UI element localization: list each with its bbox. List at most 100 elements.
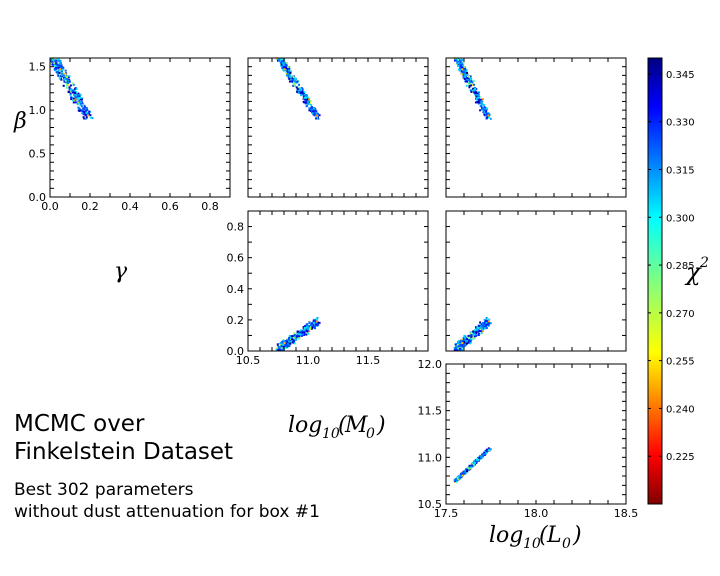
scatter-point [78, 100, 81, 103]
scatter-point [483, 110, 486, 113]
colorbar-tick-label: 0.270 [666, 309, 695, 320]
scatter-point [58, 71, 61, 74]
scatter-point [76, 98, 79, 101]
frame-gamma-vs-logL0 [445, 210, 627, 352]
scatter-point [79, 109, 82, 112]
svg-text:2: 2 [699, 255, 709, 271]
scatter-point [467, 77, 470, 80]
scatter-point [314, 117, 317, 120]
scatter-point [278, 343, 281, 346]
scatter-point [282, 68, 285, 71]
scatter-point [79, 97, 82, 100]
scatter-point [287, 72, 290, 75]
scatter-point [487, 114, 490, 117]
scatter-point [296, 89, 299, 92]
scatter-point [67, 76, 70, 79]
scatter-point [300, 330, 303, 333]
scatter-point [300, 94, 303, 97]
scatter-point [60, 74, 63, 77]
scatter-point [280, 63, 283, 66]
scatter-point [87, 112, 90, 115]
scatter-point [305, 327, 308, 330]
scatter-point [286, 74, 289, 77]
scatter-point [56, 59, 59, 62]
scatter-point [464, 72, 467, 75]
scatter-point [311, 111, 314, 114]
scatter-point [475, 98, 478, 101]
x-tick-label: 0.4 [121, 200, 139, 213]
scatter-point [50, 58, 52, 61]
scatter-point [293, 333, 296, 336]
scatter-point [55, 71, 58, 74]
xlabel-logM0: log 10 ( M 0 ) [288, 413, 386, 442]
scatter-point [64, 69, 67, 72]
scatter-point [475, 91, 478, 94]
scatter-point [459, 344, 462, 347]
scatter-point [285, 345, 288, 348]
scatter-point [304, 325, 307, 328]
scatter-point [469, 79, 472, 82]
scatter-point [303, 101, 306, 104]
scatter-point [312, 322, 315, 325]
scatter-point [84, 107, 87, 110]
scatter-point [283, 342, 286, 345]
scatter-point [463, 343, 466, 346]
scatter-point [77, 92, 80, 95]
scatter-point [61, 72, 64, 75]
scatter-point [83, 111, 86, 114]
scatter-point [287, 340, 290, 343]
scatter-point [464, 342, 467, 345]
scatter-point [476, 100, 479, 103]
scatter-point [85, 116, 88, 119]
scatter-point [291, 341, 294, 344]
scatter-point [65, 81, 68, 84]
frame-beta-vs-logL0 [445, 57, 627, 198]
scatter-point [283, 65, 286, 68]
panel-beta-vs-logM0 [247, 57, 429, 198]
scatter-point [466, 468, 469, 471]
svg-text:log: log [288, 413, 322, 438]
scatter-point [68, 80, 71, 83]
scatter-point [461, 474, 464, 477]
scatter-point [464, 80, 467, 83]
scatter-point [300, 91, 303, 94]
scatter-point [300, 89, 303, 92]
scatter-point [303, 333, 306, 336]
scatter-point [465, 77, 468, 80]
scatter-point [79, 93, 82, 96]
scatter-point [299, 88, 302, 91]
scatter-point [308, 327, 311, 330]
scatter-point [459, 349, 462, 352]
scatter-point [472, 87, 475, 90]
scatter-point [465, 69, 468, 72]
scatter-point [484, 325, 487, 328]
scatter-point [303, 328, 306, 331]
scatter-point [465, 79, 468, 82]
scatter-point [470, 90, 473, 93]
scatter-point [462, 338, 465, 341]
scatter-point [291, 335, 294, 338]
scatter-point [485, 327, 488, 330]
scatter-point [83, 117, 86, 120]
scatter-point [459, 340, 462, 343]
scatter-point [72, 97, 75, 100]
scatter-point [289, 74, 292, 77]
scatter-point [305, 94, 308, 97]
scatter-point [470, 80, 473, 83]
scatter-point [456, 348, 459, 351]
scatter-point [488, 116, 491, 119]
scatter-point [308, 322, 311, 325]
scatter-point [70, 96, 73, 99]
scatter-point [310, 323, 313, 326]
scatter-point [307, 103, 310, 106]
scatter-point [286, 66, 289, 69]
scatter-point [74, 95, 77, 98]
scatter-point [312, 110, 315, 113]
y-tick-label: 1.5 [29, 61, 47, 74]
scatter-point [307, 325, 310, 328]
scatter-point [301, 93, 304, 96]
scatter-point [485, 451, 488, 454]
scatter-point [74, 98, 77, 101]
scatter-point [466, 466, 469, 469]
scatter-point [482, 324, 485, 327]
